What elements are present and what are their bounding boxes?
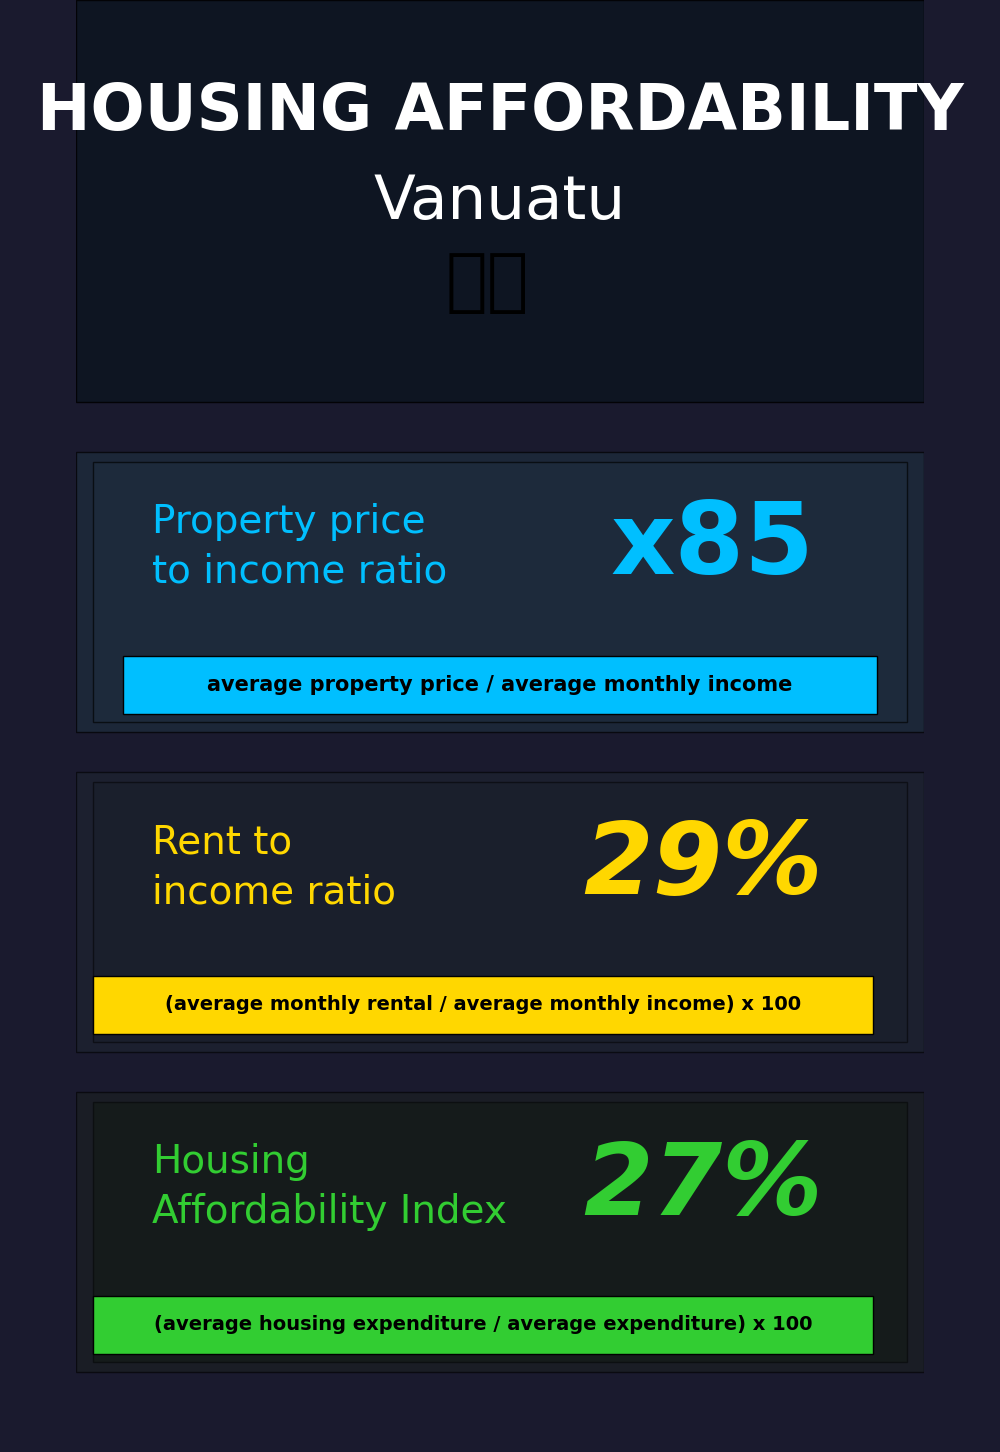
- Text: average property price / average monthly income: average property price / average monthly…: [207, 675, 793, 696]
- Text: (average monthly rental / average monthly income) x 100: (average monthly rental / average monthl…: [165, 996, 801, 1015]
- Text: 🇺🇾: 🇺🇾: [446, 248, 529, 315]
- Text: Housing
Affordability Index: Housing Affordability Index: [152, 1143, 507, 1231]
- FancyBboxPatch shape: [76, 1092, 924, 1372]
- FancyBboxPatch shape: [93, 1102, 907, 1362]
- FancyBboxPatch shape: [76, 452, 924, 732]
- FancyBboxPatch shape: [93, 462, 907, 722]
- FancyBboxPatch shape: [76, 0, 924, 402]
- FancyBboxPatch shape: [76, 772, 924, 1053]
- FancyBboxPatch shape: [93, 1297, 873, 1355]
- FancyBboxPatch shape: [93, 976, 873, 1034]
- Text: HOUSING AFFORDABILITY: HOUSING AFFORDABILITY: [37, 81, 963, 142]
- FancyBboxPatch shape: [123, 656, 877, 714]
- Text: x85: x85: [610, 498, 814, 595]
- Text: Property price
to income ratio: Property price to income ratio: [152, 502, 447, 591]
- Text: 29%: 29%: [583, 819, 822, 916]
- Text: Vanuatu: Vanuatu: [374, 173, 626, 231]
- FancyBboxPatch shape: [93, 783, 907, 1043]
- Text: (average housing expenditure / average expenditure) x 100: (average housing expenditure / average e…: [154, 1316, 812, 1334]
- Text: 27%: 27%: [583, 1138, 822, 1236]
- Text: Rent to
income ratio: Rent to income ratio: [152, 823, 396, 910]
